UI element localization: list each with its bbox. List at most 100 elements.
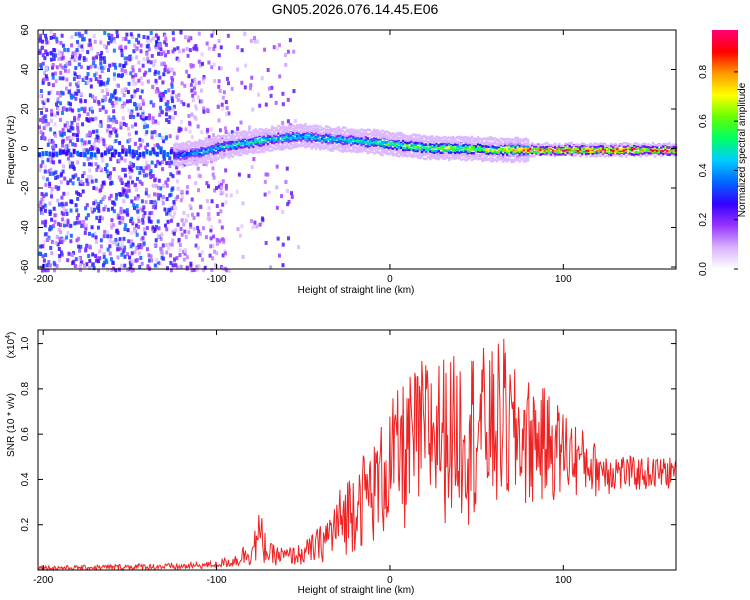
spectrogram-noise-cell: [173, 111, 177, 116]
spectrogram-ridge-cell: [266, 148, 270, 151]
spectrogram-noise-cell: [124, 71, 128, 76]
spectrogram-ridge-cell: [327, 148, 330, 151]
spectrogram-ridge-cell: [287, 146, 291, 150]
spectrogram-noise-cell: [115, 119, 119, 124]
spectrogram-noise-cell: [206, 216, 210, 221]
spectrogram-noise-cell: [50, 118, 54, 123]
spectrogram-ridge-cell: [241, 139, 245, 143]
spectrogram-noise-cell: [42, 263, 46, 268]
spectrogram-ridge-cell: [510, 144, 513, 148]
spectrogram-ridge-cell: [187, 163, 191, 166]
spectrogram-ridge-cell: [501, 160, 505, 163]
spectrogram-ridge-cell: [580, 142, 584, 145]
spectrogram-noise-cell: [98, 215, 102, 220]
spectrogram-noise-cell: [81, 48, 85, 53]
spectrogram-ridge-cell: [633, 147, 636, 151]
spectrogram-ridge-cell: [556, 148, 559, 151]
spectrogram-ridge-cell: [568, 153, 572, 156]
spectrogram-noise-cell: [155, 258, 159, 263]
spectrogram-noise-cell: [99, 244, 103, 249]
spectrogram-noise-cell: [89, 77, 93, 82]
spectrogram-ridge-cell: [474, 149, 478, 153]
spectrogram-ridge-cell: [239, 131, 243, 134]
spectrogram-ridge-cell: [420, 147, 424, 151]
spectrogram-ridge-cell: [327, 129, 330, 133]
spectrogram-ridge-cell: [522, 147, 526, 150]
spectrogram-ridge-cell: [399, 151, 403, 155]
spectrogram-ridge-cell: [364, 148, 368, 151]
spectrogram-ridge-cell: [325, 140, 328, 143]
spectrogram-ridge-cell: [308, 140, 311, 143]
spectrogram-noise-cell: [163, 207, 167, 212]
spectrogram-noise-cell: [123, 86, 127, 91]
spectrogram-ridge-cell: [345, 144, 349, 148]
spectrogram-ridge-cell: [443, 144, 447, 147]
spectrogram-ridge-cell: [341, 126, 345, 129]
spectrogram-ridge-cell: [308, 143, 311, 146]
spectrogram-ridge-cell: [578, 150, 582, 153]
spectrogram-noise-cell: [93, 64, 97, 69]
spectrogram-ridge-cell: [464, 137, 467, 141]
spectrogram-ridge-cell: [316, 144, 320, 148]
spectrogram-ridge-cell: [414, 137, 418, 141]
spectrogram-noise-cell: [191, 98, 195, 103]
spectrogram-ridge-cell: [605, 154, 609, 157]
spectrogram-noise-cell: [110, 33, 114, 38]
spectrogram-ridge-cell: [553, 146, 557, 149]
spectrogram-noise-cell: [221, 202, 225, 207]
spectrogram-noise-cell: [228, 268, 232, 273]
spectrogram-ridge-cell: [399, 150, 403, 153]
spectrogram-ridge-cell: [466, 150, 470, 153]
spectrogram-noise-cell: [124, 223, 128, 228]
spectrogram-noise-cell: [165, 227, 169, 232]
spectrogram-ridge-cell: [189, 160, 193, 163]
spectrogram-noise-cell: [154, 44, 158, 49]
spectrogram-noise-cell: [63, 123, 67, 128]
spectrogram-ridge-cell: [206, 138, 210, 142]
spectrogram-noise-cell: [79, 260, 83, 265]
spectrogram-ridge-cell: [385, 152, 388, 155]
spectrogram-ridge-cell: [277, 140, 280, 144]
spectrogram-ridge-cell: [271, 149, 274, 152]
spectrogram-ridge-cell: [227, 143, 230, 146]
spectrogram-noise-cell: [94, 235, 98, 240]
spectrogram-ridge-cell: [254, 133, 257, 137]
spectrogram-ridge-cell: [512, 143, 515, 147]
spectrogram-ridge-cell: [387, 131, 391, 134]
spectrogram-ridge-cell: [518, 142, 522, 145]
spectrogram-ridge-cell: [470, 142, 474, 146]
spectrogram-ridge-cell: [474, 139, 478, 143]
spectrogram-noise-cell: [85, 203, 89, 208]
spectrogram-noise-cell: [196, 188, 200, 193]
spectrogram-ridge-cell: [337, 148, 341, 152]
spectrogram-noise-cell: [191, 63, 195, 68]
spectrogram-noise-cell: [177, 170, 181, 175]
spectrogram-ridge-cell: [424, 150, 428, 153]
spectrogram-ridge-cell: [285, 135, 289, 138]
spectrogram-ridge-cell: [524, 142, 528, 145]
spectrogram-ridge-cell: [179, 144, 182, 147]
spectrogram-ridge-cell: [547, 153, 551, 156]
spectrogram-ridge-cell: [381, 140, 384, 144]
spectrogram-noise-cell: [134, 130, 138, 135]
spectrogram-noise-cell: [126, 228, 130, 233]
spectrogram-ridge-cell: [526, 158, 530, 161]
spectrogram-ridge-cell: [293, 145, 297, 149]
spectrogram-noise-cell: [89, 162, 93, 167]
spectrogram-ridge-cell: [354, 139, 357, 142]
spectrogram-ridge-cell: [281, 143, 284, 146]
spectrogram-noise-cell: [212, 157, 216, 162]
spectrogram-ridge-cell: [508, 147, 511, 150]
spectrogram-ridge-cell: [397, 146, 401, 149]
spectrogram-ridge-cell: [223, 155, 226, 158]
spectrogram-noise-cell: [250, 165, 254, 170]
spectrogram-noise-cell: [148, 113, 152, 118]
spectrogram-noise-cell: [123, 167, 127, 172]
spectrogram-noise-cell: [156, 185, 160, 190]
spectrogram-noise-cell: [280, 194, 284, 199]
spectrogram-noise-cell: [222, 90, 226, 95]
spectrogram-ridge-cell: [410, 155, 413, 158]
spectrogram-ridge-cell: [250, 147, 253, 151]
spectrogram-ridge-cell: [298, 137, 301, 141]
spectrogram-ridge-cell: [273, 134, 276, 138]
